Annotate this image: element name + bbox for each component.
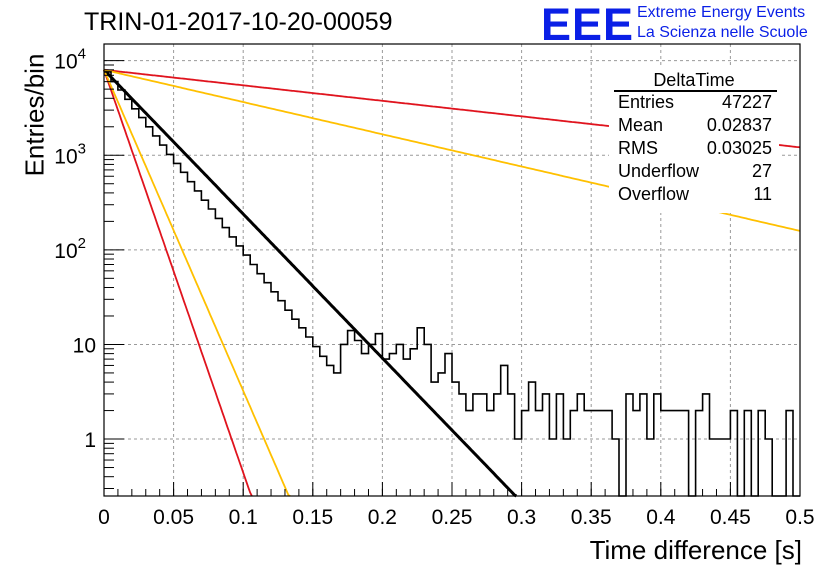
stats-label: Entries <box>618 92 675 112</box>
y-tick-label: 10 <box>73 334 96 357</box>
y-tick-label: 102 <box>54 235 86 263</box>
stats-title: DeltaTime <box>653 70 735 90</box>
x-tick-label: 0.3 <box>507 506 536 529</box>
x-tick-label: 0.25 <box>432 506 473 529</box>
stats-box: DeltaTime Entries 47227 Mean 0.02837 RMS… <box>609 68 779 213</box>
x-tick-label: 0.45 <box>710 506 751 529</box>
stats-value: 47227 <box>721 92 772 112</box>
logo-text-line2: La Scienza nelle Scuole <box>637 24 808 41</box>
stats-row-rms: RMS 0.03025 <box>618 138 772 160</box>
chart-title: TRIN-01-2017-10-20-00059 <box>84 8 393 36</box>
y-tick-label: 1 <box>84 429 96 452</box>
stats-label: Overflow <box>618 184 690 204</box>
x-tick-label: 0.35 <box>571 506 612 529</box>
stats-row-entries: Entries 47227 <box>618 92 772 114</box>
x-tick-label: 0.4 <box>646 506 676 529</box>
y-tick-label: 103 <box>54 140 86 168</box>
x-axis-label: Time difference [s] <box>589 535 802 565</box>
y-axis-label: Entries/bin <box>19 53 50 177</box>
logo-text-line1: Extreme Energy Events <box>637 4 806 21</box>
stats-label: Underflow <box>618 161 700 181</box>
x-tick-label: 0.05 <box>153 506 194 529</box>
stats-row-underflow: Underflow 27 <box>618 161 772 183</box>
x-tick-label: 0 <box>98 506 110 529</box>
stats-row-overflow: Overflow 11 <box>618 184 772 206</box>
stats-label: RMS <box>618 138 658 158</box>
stats-label: Mean <box>618 115 664 135</box>
fit-curve-0 <box>102 68 518 498</box>
histogram <box>104 71 800 497</box>
x-tick-label: 0.1 <box>229 506 258 529</box>
grid-lines <box>104 44 800 496</box>
stats-value: 11 <box>753 184 772 204</box>
eee-logo: EEE <box>541 0 635 50</box>
y-tick-label: 104 <box>54 46 86 74</box>
stats-value: 0.02837 <box>706 115 772 135</box>
x-axis-ticks: 0 0.05 0.1 0.15 0.2 0.25 0.3 0.35 0.4 0.45 0.5 <box>98 482 815 529</box>
stats-separator <box>614 90 777 92</box>
stats-value: 27 <box>751 161 772 181</box>
fit-curve-3 <box>103 69 253 497</box>
x-tick-label: 0.5 <box>785 506 814 529</box>
x-tick-label: 0.15 <box>292 506 333 529</box>
x-tick-label: 0.2 <box>368 506 397 529</box>
histogram-outline <box>104 71 800 497</box>
stats-value: 0.03025 <box>706 138 772 158</box>
fit-curve-4 <box>103 69 291 497</box>
stats-row-mean: Mean 0.02837 <box>618 115 772 137</box>
